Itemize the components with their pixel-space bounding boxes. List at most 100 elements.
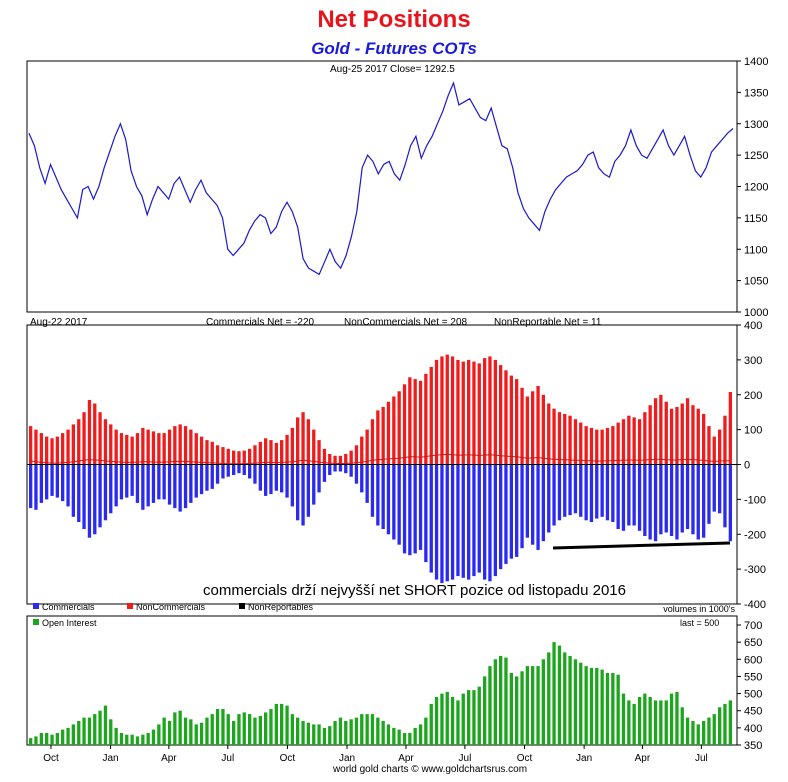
commercials-bar	[232, 464, 236, 475]
x-tick-label: Apr	[635, 753, 651, 764]
commercials-bar	[680, 464, 684, 533]
commercials-bar	[376, 464, 380, 526]
noncommercials-bar	[66, 429, 70, 465]
commercials-bar	[445, 464, 449, 582]
commercials-bar	[440, 464, 444, 584]
price-line	[28, 81, 734, 276]
commercials-bar	[237, 464, 241, 474]
positions-y-tick-label: 0	[744, 460, 750, 472]
oi-bar	[611, 673, 615, 745]
oi-bar	[643, 693, 647, 745]
commercials-bar	[541, 464, 546, 542]
commercials-bar	[595, 464, 599, 519]
commercials-bar	[552, 464, 556, 526]
noncommercials-bar	[157, 433, 161, 465]
commercials-bar	[333, 464, 337, 472]
noncommercials-bar	[312, 429, 316, 465]
oi-bar	[712, 714, 716, 745]
oi-bar	[119, 733, 124, 745]
commercials-bar	[135, 464, 140, 503]
commercials-bar	[402, 464, 407, 554]
commercials-bar	[338, 464, 343, 472]
commercials-bar	[664, 464, 668, 533]
commercials-bar	[616, 464, 620, 529]
oi-bar	[456, 700, 460, 745]
noncommercials-bar	[589, 427, 594, 465]
commercials-bar	[285, 464, 289, 498]
noncommercials-bar	[45, 436, 49, 465]
noncommercials-bar	[600, 429, 604, 465]
noncommercials-bar	[616, 422, 620, 465]
positions-info: Aug-22 2017	[30, 317, 88, 328]
price-y-tick-label: 1350	[744, 87, 768, 99]
noncommercials-bar	[344, 454, 348, 465]
oi-bar	[402, 733, 407, 745]
noncommercials-bar	[29, 426, 33, 465]
commercials-bar	[194, 464, 198, 498]
commercials-bar	[584, 464, 588, 521]
noncommercials-bar	[573, 419, 578, 465]
commercials-bar	[114, 464, 118, 507]
positions-y-tick-label: 200	[744, 390, 762, 402]
commercials-bar	[98, 464, 102, 528]
noncommercials-bar	[621, 419, 626, 465]
commercials-bar	[253, 464, 257, 484]
oi-bar	[125, 734, 129, 745]
noncommercials-bar	[365, 429, 369, 465]
oi-bar	[55, 733, 60, 745]
oi-bar	[146, 733, 150, 745]
commercials-bar	[39, 464, 44, 503]
commercials-bar	[151, 464, 156, 503]
commercials-bar	[109, 464, 113, 514]
noncommercials-bar	[536, 386, 540, 465]
price-y-tick-label: 1050	[744, 276, 768, 288]
x-tick-label: Oct	[517, 753, 533, 764]
oi-bar	[178, 710, 182, 745]
noncommercials-bar	[34, 429, 38, 465]
commercials-bar	[579, 464, 583, 517]
legend-swatch	[239, 603, 245, 609]
legend-label: NonCommercials	[136, 602, 206, 612]
price-y-tick-label: 1150	[744, 213, 768, 225]
commercials-bar	[370, 464, 375, 517]
oi-bar	[429, 703, 433, 745]
oi-bar	[573, 659, 578, 745]
commercials-bar	[632, 464, 636, 526]
commercials-bar	[467, 464, 471, 580]
oi-bar	[386, 724, 391, 745]
nonreportables-line	[30, 453, 731, 465]
positions-header-label: Commercials Net = -220	[206, 317, 315, 328]
oi-bar	[61, 729, 65, 745]
commercials-bar	[504, 464, 508, 564]
oi-bar	[141, 734, 145, 745]
oi-y-tick-label: 500	[744, 689, 762, 701]
oi-bar	[66, 727, 70, 745]
oi-bar	[162, 717, 166, 745]
commercials-bar	[712, 464, 716, 512]
noncommercials-bar	[328, 454, 332, 465]
commercials-bar	[509, 464, 514, 559]
price-y-tick-label: 1300	[744, 119, 768, 131]
oi-bar	[333, 721, 337, 745]
commercials-bar	[215, 464, 220, 484]
commercials-bar	[643, 464, 647, 536]
noncommercials-bar	[109, 424, 113, 465]
commercials-bar	[290, 464, 295, 507]
commercials-bar	[280, 464, 284, 493]
oi-bar	[728, 700, 733, 745]
noncommercials-bar	[135, 433, 140, 465]
noncommercials-bar	[525, 396, 530, 465]
commercials-bar	[434, 464, 439, 580]
noncommercials-bar	[125, 434, 129, 465]
price-y-tick-label: 1200	[744, 182, 768, 194]
commercials-bar	[461, 464, 465, 578]
noncommercials-bar	[242, 450, 246, 465]
noncommercials-bar	[50, 438, 54, 465]
oi-bar	[242, 712, 246, 745]
commercials-bar	[146, 464, 150, 507]
noncommercials-bar	[680, 403, 684, 465]
commercials-bar	[450, 464, 455, 580]
commercials-bar	[386, 464, 391, 535]
commercials-bar	[344, 464, 348, 474]
commercials-bar	[397, 464, 401, 545]
